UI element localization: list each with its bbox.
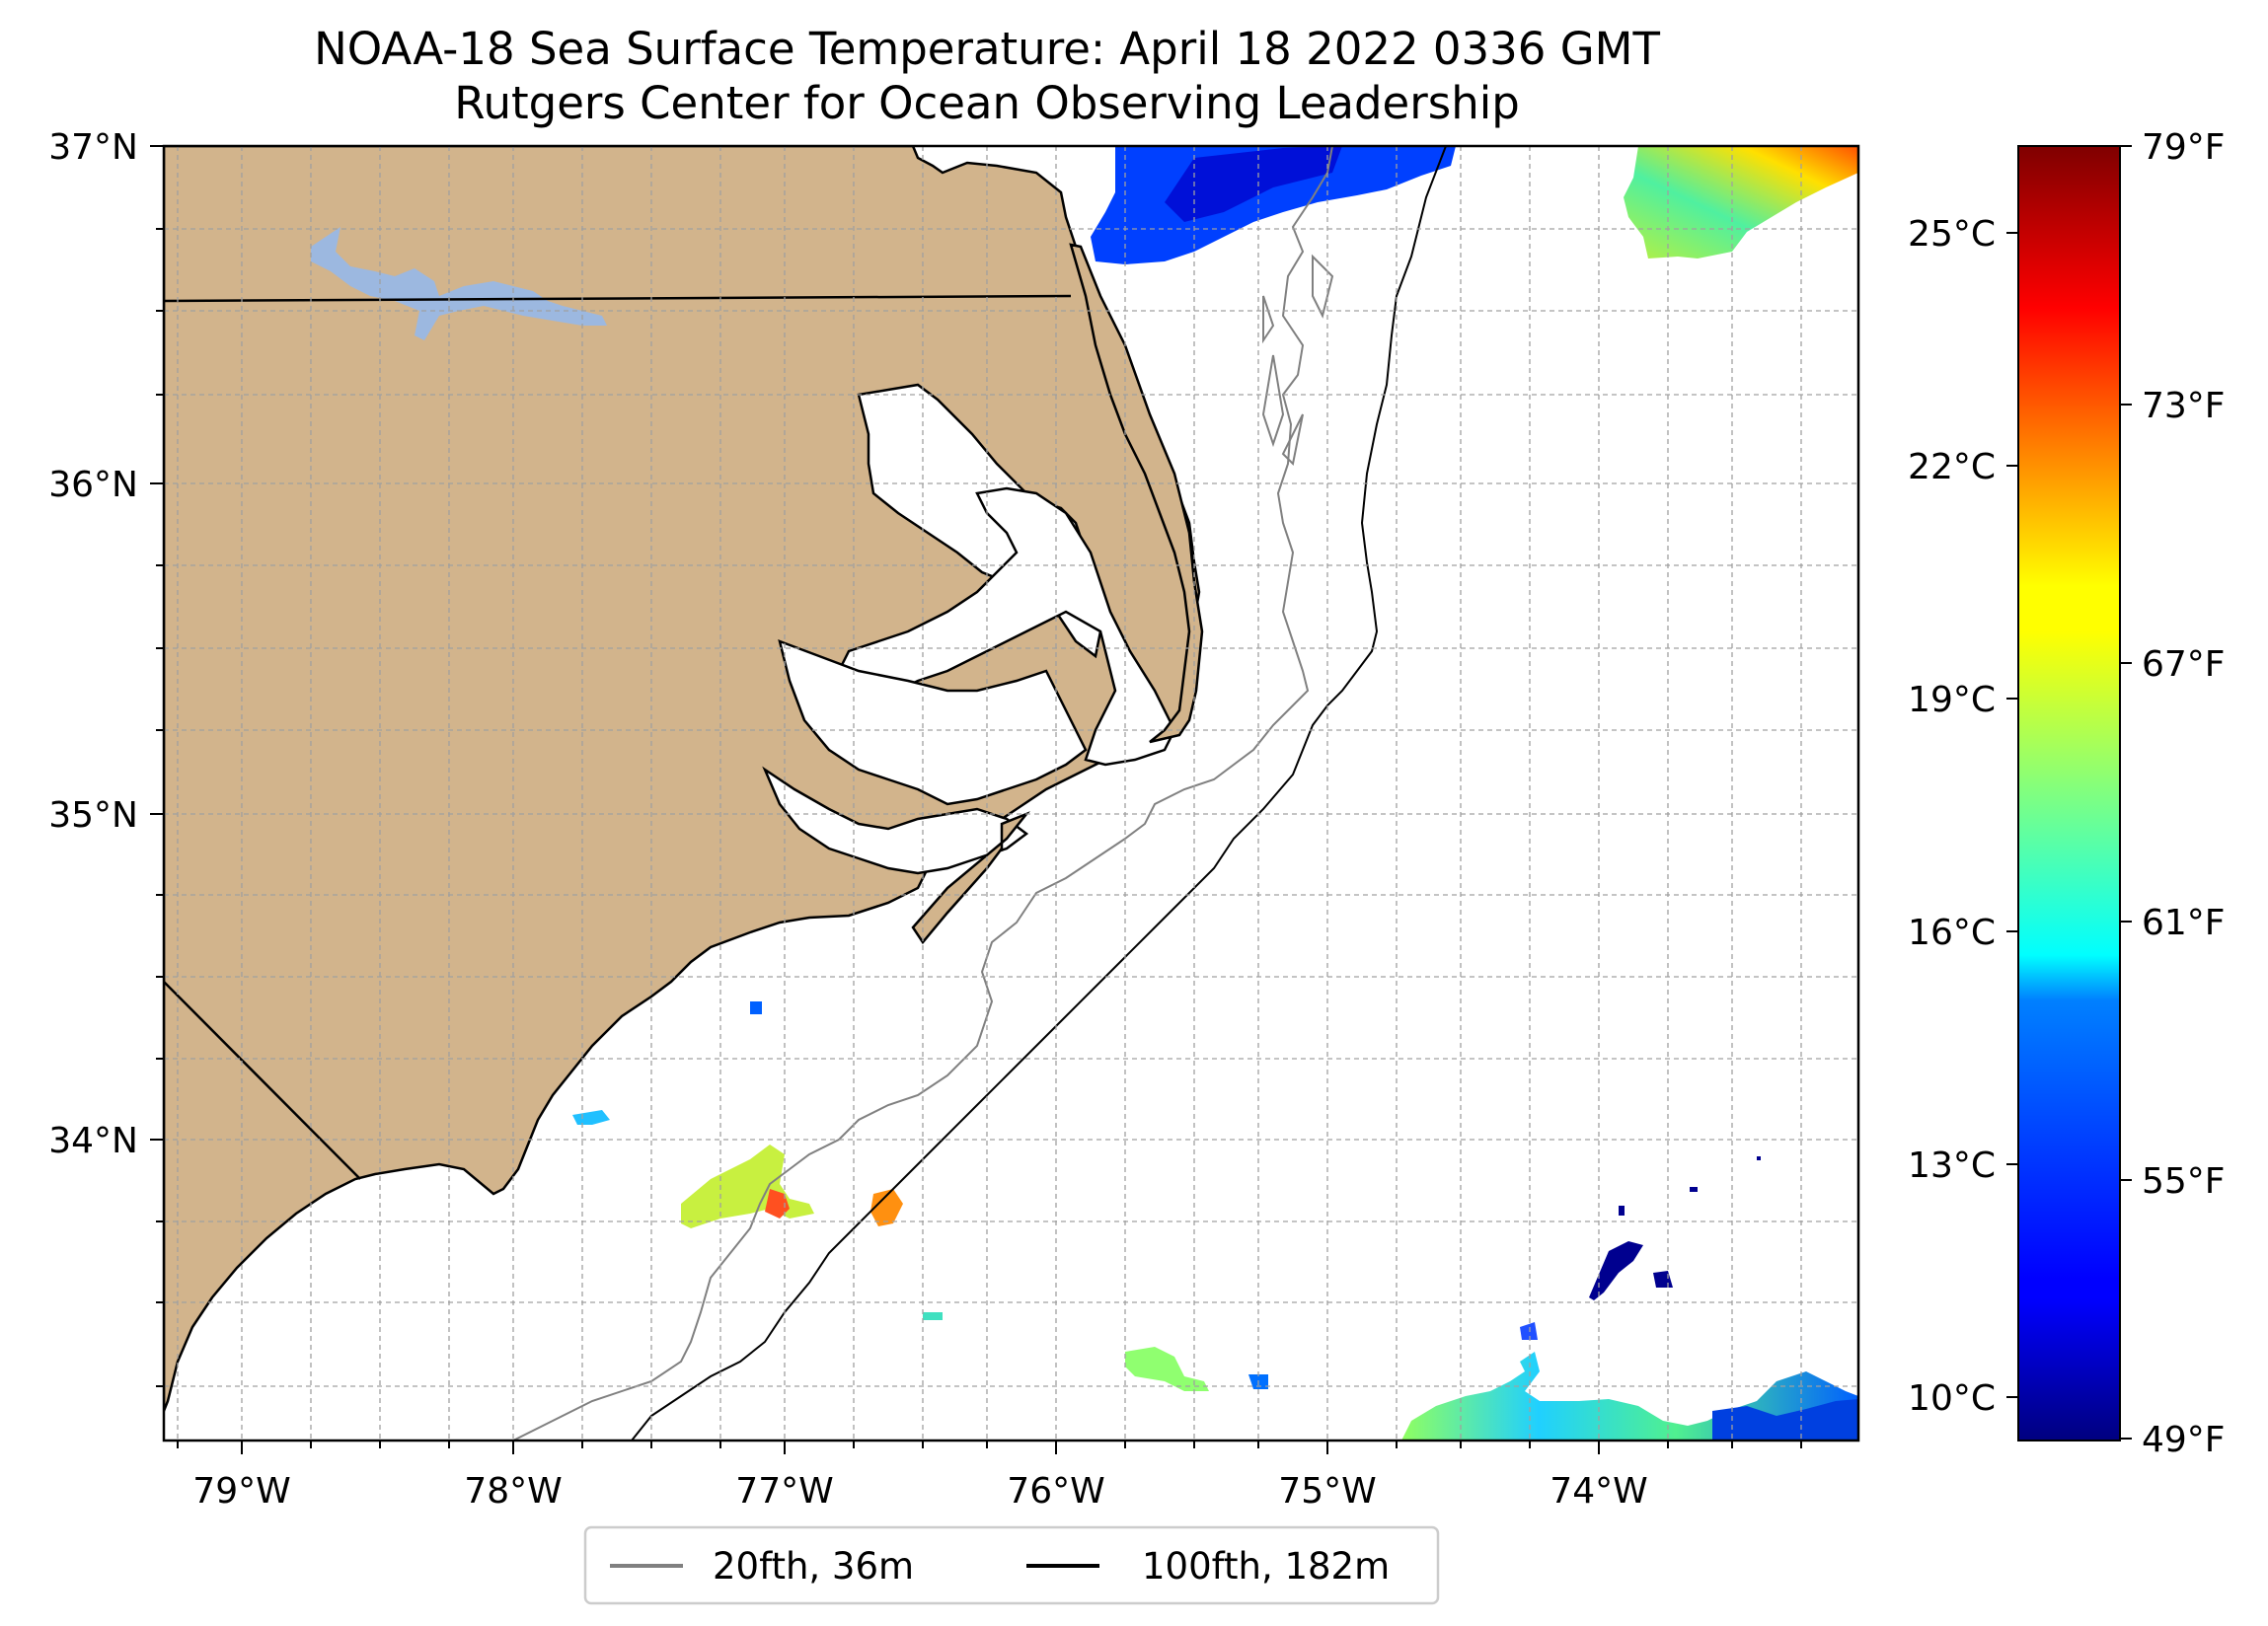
colorbar-f-label: 73°F — [2142, 386, 2226, 426]
patch-small-blue — [750, 1001, 762, 1014]
lat-tick-label: 35°N — [48, 795, 138, 836]
neuse-river — [762, 766, 1029, 875]
colorbar-c-label: 22°C — [1908, 447, 1996, 487]
colorbar-c-label: 25°C — [1908, 214, 1996, 255]
pamlico-sound — [837, 486, 1176, 767]
colorbar-gradient — [2017, 145, 2121, 1441]
colorbar-f-label: 61°F — [2142, 903, 2226, 943]
lat-tick-labels: 37°N 36°N 35°N 34°N — [48, 127, 138, 1161]
core-banks — [911, 811, 1030, 945]
sst-data — [572, 146, 1858, 1441]
map-area — [164, 146, 1858, 1441]
patch-cold-offshore — [1589, 1241, 1643, 1300]
lon-tick-label: 79°W — [192, 1471, 290, 1512]
patch-north-center — [1091, 146, 1456, 264]
patch-cape-lookout — [1125, 1347, 1209, 1391]
patch-southeast-blue — [1712, 1399, 1858, 1441]
title-line-1: NOAA-18 Sea Surface Temperature: April 1… — [314, 23, 1660, 75]
title-line-2: Rutgers Center for Ocean Observing Leade… — [454, 77, 1520, 129]
isobath-100fth — [631, 146, 1447, 1441]
lon-tick-label: 75°W — [1278, 1471, 1376, 1512]
colorbar-c-label: 16°C — [1908, 913, 1996, 953]
colorbar-c-label: 13°C — [1908, 1146, 1996, 1186]
axis-ticks — [150, 145, 1802, 1454]
outer-banks — [1069, 243, 1204, 744]
lat-tick-label: 37°N — [48, 127, 138, 168]
lat-tick-label: 34°N — [48, 1121, 138, 1161]
patch-northeast-corner — [1624, 146, 1858, 259]
lon-tick-label: 74°W — [1550, 1471, 1647, 1512]
colorbar-f-label: 49°F — [2142, 1420, 2226, 1460]
patch-onslow-east — [870, 1189, 903, 1226]
lat-tick-label: 36°N — [48, 465, 138, 505]
gridlines — [164, 146, 1858, 1441]
lon-tick-label: 78°W — [464, 1471, 562, 1512]
lon-tick-labels: 79°W 78°W 77°W 76°W 75°W 74°W — [192, 1471, 1647, 1512]
legend-label-100fth: 100fth, 182m — [1142, 1545, 1390, 1588]
pamlico-river — [778, 638, 1088, 806]
patch-small-green — [923, 1312, 943, 1320]
patch-small-cyan — [572, 1110, 610, 1125]
colorbar-f-label: 67°F — [2142, 644, 2226, 685]
legend: 20fth, 36m 100fth, 182m — [583, 1525, 1440, 1605]
legend-label-20fth: 20fth, 36m — [713, 1545, 914, 1588]
legend-box — [583, 1525, 1440, 1605]
map-frame — [162, 144, 1860, 1442]
state-border-va-nc — [164, 294, 1072, 303]
patch-onslow-hot — [765, 1189, 790, 1219]
lon-tick-label: 76°W — [1007, 1471, 1104, 1512]
state-border-nc-sc — [164, 981, 361, 1180]
colorbar: 79°F 73°F 67°F 61°F 55°F 49°F 25°C 22°C … — [1908, 127, 2225, 1460]
patch-north-center-dark — [1165, 146, 1342, 222]
patch-small-blue-3 — [1520, 1322, 1538, 1340]
colorbar-c-label: 10°C — [1908, 1378, 1996, 1419]
lon-tick-label: 77°W — [735, 1471, 833, 1512]
colorbar-f-label: 79°F — [2142, 127, 2226, 168]
colorbar-c-label: 19°C — [1908, 680, 1996, 720]
colorbar-f-label: 55°F — [2142, 1161, 2226, 1202]
kerr-lake — [311, 227, 607, 340]
isobath-20fth-shoals — [1261, 254, 1334, 467]
